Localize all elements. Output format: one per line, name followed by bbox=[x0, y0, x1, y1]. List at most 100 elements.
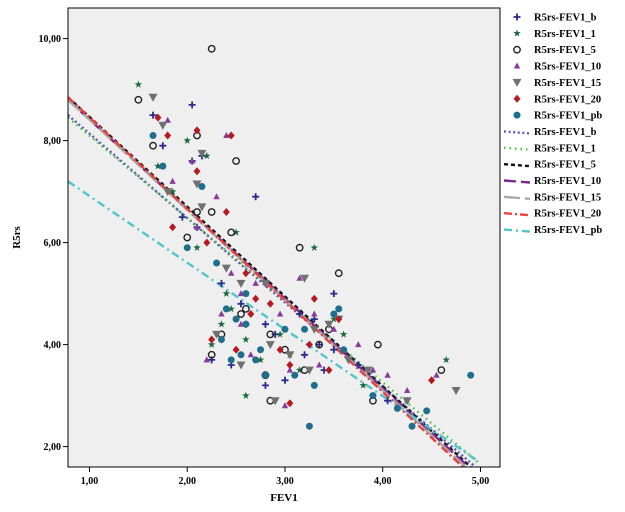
point-s7-20 bbox=[369, 392, 377, 400]
point-s2-8 bbox=[217, 320, 226, 328]
point-s7-13 bbox=[330, 310, 338, 318]
legend-label-3: R5rs-FEV1_5 bbox=[534, 45, 596, 56]
points-group bbox=[134, 44, 475, 430]
point-s5-4 bbox=[163, 188, 173, 197]
legend-line-label-1: R5rs-FEV1_b bbox=[534, 127, 597, 138]
point-s4-21 bbox=[203, 356, 210, 363]
point-s5-19 bbox=[402, 397, 412, 406]
legend-line-label-7: R5rs-FEV1_pb bbox=[534, 225, 602, 236]
point-s2-12 bbox=[310, 243, 319, 251]
point-s6-11 bbox=[310, 294, 318, 303]
point-s1-11 bbox=[296, 310, 304, 318]
point-s7-22 bbox=[423, 407, 431, 415]
point-s5-18 bbox=[363, 366, 373, 375]
point-s1-12 bbox=[315, 341, 323, 349]
point-s1-20 bbox=[354, 361, 362, 369]
legend-label-5: R5rs-FEV1_15 bbox=[534, 78, 601, 89]
legend-line-label-3: R5rs-FEV1_5 bbox=[534, 160, 596, 171]
point-s3-3 bbox=[149, 141, 157, 150]
point-s4-19 bbox=[384, 371, 391, 378]
point-s4-7 bbox=[252, 279, 259, 286]
point-s5-3 bbox=[197, 149, 207, 158]
point-s5-15 bbox=[285, 351, 295, 360]
legend: R5rs-FEV1_b R5rs-FEV1_1 R5rs-FEV1_5 R5rs-FE… bbox=[503, 13, 602, 236]
point-s4-10 bbox=[218, 310, 225, 317]
point-s6-10 bbox=[252, 294, 260, 303]
point-s3-11 bbox=[241, 304, 250, 313]
point-s3-1 bbox=[207, 44, 216, 53]
point-s7-1 bbox=[149, 132, 157, 139]
point-s7-27 bbox=[213, 259, 221, 267]
point-s5-21 bbox=[270, 397, 280, 406]
point-s7-21 bbox=[393, 404, 401, 412]
point-s4-12 bbox=[276, 310, 284, 317]
point-s7-10 bbox=[257, 346, 265, 354]
point-s3-13 bbox=[334, 269, 343, 278]
point-s1-13 bbox=[330, 290, 338, 298]
point-s1-18 bbox=[301, 351, 309, 359]
y-tick-label-5: 10,00 bbox=[39, 34, 62, 45]
point-s6-19 bbox=[325, 366, 333, 375]
x-axis-title: FEV1 bbox=[270, 492, 298, 504]
legend-marker-3 bbox=[513, 45, 521, 54]
point-s1-9 bbox=[237, 300, 245, 308]
point-s2-2 bbox=[154, 162, 162, 170]
point-s7-11 bbox=[281, 325, 289, 333]
point-s7-23 bbox=[467, 371, 475, 379]
point-s3-21 bbox=[373, 340, 382, 349]
point-s2-7 bbox=[222, 289, 231, 297]
point-s4-8 bbox=[228, 269, 235, 276]
legend-line-5 bbox=[503, 195, 531, 201]
point-s4-4 bbox=[213, 193, 220, 200]
point-s5-14 bbox=[265, 341, 275, 350]
y-tick-label-2: 4,00 bbox=[44, 340, 62, 351]
point-s5-23 bbox=[309, 325, 319, 334]
point-s5-16 bbox=[304, 366, 314, 375]
point-s2-21 bbox=[207, 340, 216, 348]
point-s1-24 bbox=[310, 315, 318, 323]
legend-marker-6 bbox=[513, 94, 521, 103]
point-s2-23 bbox=[227, 304, 236, 313]
point-s4-20 bbox=[403, 387, 411, 393]
point-s1-10 bbox=[261, 320, 269, 328]
point-s3-24 bbox=[315, 340, 324, 349]
legend-marker-4 bbox=[513, 62, 521, 69]
point-s6-7 bbox=[203, 238, 211, 247]
point-s2-1 bbox=[134, 80, 143, 88]
point-s4-1 bbox=[164, 116, 171, 123]
legend-line-label-6: R5rs-FEV1_20 bbox=[534, 209, 601, 220]
point-s2-4 bbox=[202, 151, 211, 160]
series-6 bbox=[154, 113, 436, 408]
legend-line-2 bbox=[503, 146, 531, 151]
x-tick-label-2: 2,00 bbox=[178, 476, 196, 487]
point-s6-1 bbox=[154, 113, 162, 122]
point-s7-17 bbox=[291, 371, 299, 379]
point-s3-8 bbox=[183, 233, 192, 242]
x-axis: 1,00 2,00 3,00 4,00 5,00 bbox=[81, 467, 489, 487]
point-s3-12 bbox=[266, 330, 275, 339]
point-s2-19 bbox=[276, 330, 284, 338]
x-tick-label-5: 5,00 bbox=[472, 476, 490, 487]
point-s6-16 bbox=[266, 299, 274, 308]
point-s2-14 bbox=[339, 330, 348, 338]
point-s6-8 bbox=[222, 208, 230, 216]
point-s5-5 bbox=[192, 180, 202, 189]
point-s7-24 bbox=[408, 422, 416, 430]
y-tick-label-4: 8,00 bbox=[44, 136, 62, 147]
point-s4-14 bbox=[330, 325, 338, 332]
point-s4-6 bbox=[193, 223, 201, 230]
point-s1-2 bbox=[159, 142, 167, 150]
point-s5-8 bbox=[260, 279, 270, 288]
plot-area bbox=[68, 8, 500, 467]
legend-line-3 bbox=[503, 162, 531, 168]
point-s6-14 bbox=[208, 335, 216, 344]
point-s6-20 bbox=[286, 399, 294, 408]
point-s2-6 bbox=[193, 243, 201, 251]
point-s6-2 bbox=[164, 131, 172, 140]
point-s7-7 bbox=[242, 320, 250, 328]
point-s7-26 bbox=[335, 305, 343, 313]
point-s6-12 bbox=[335, 315, 343, 324]
legend-label-7: R5rs-FEV1_pb bbox=[534, 111, 602, 122]
fit-line-7 bbox=[68, 180, 477, 461]
